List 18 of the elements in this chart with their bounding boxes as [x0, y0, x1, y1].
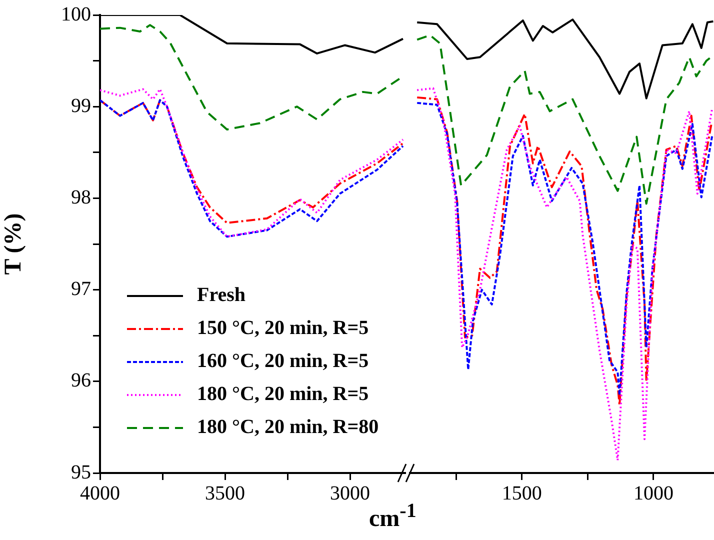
x-tick-label: 1500	[502, 482, 542, 504]
y-axis-title: T (%)	[0, 213, 27, 275]
x-tick-label: 1000	[633, 482, 674, 504]
y-tick-label: 99	[71, 94, 91, 117]
legend-label: 180 °C, 20 min, R=5	[197, 383, 369, 406]
x-axis-title: cm$^{-1}$	[369, 500, 416, 533]
x-tick-label: 3000	[330, 482, 370, 504]
x-tick-label: 3500	[205, 482, 245, 504]
y-tick-label: 97	[71, 278, 91, 300]
legend-label: 160 °C, 20 min, R=5	[197, 350, 369, 373]
y-tick-label: 95	[71, 461, 91, 484]
legend-label: 150 °C, 20 min, R=5	[197, 317, 369, 340]
x-tick-label: 4000	[80, 482, 120, 504]
legend-label: 180 °C, 20 min, R=80	[197, 416, 379, 439]
y-tick-label: 98	[71, 186, 91, 208]
y-tick-label: 100	[61, 3, 91, 26]
legend-label: Fresh	[197, 284, 246, 307]
y-tick-label: 96	[71, 370, 91, 392]
